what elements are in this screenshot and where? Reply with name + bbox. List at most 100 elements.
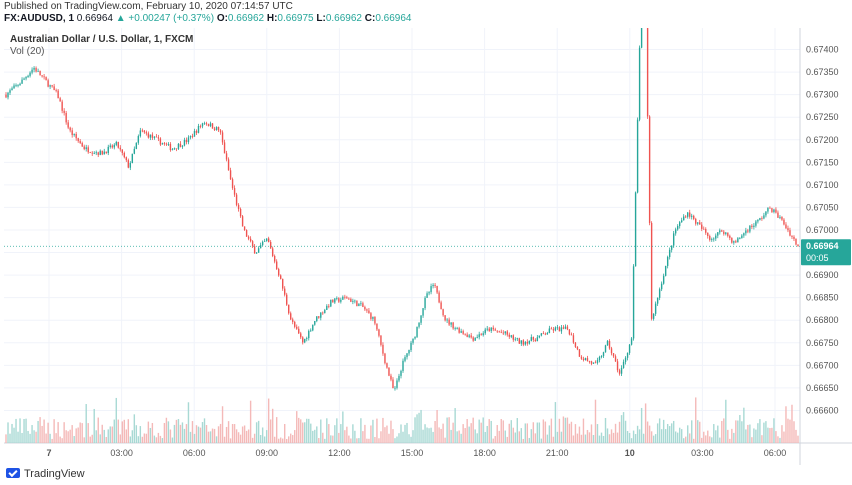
candle-body: [737, 238, 739, 243]
volume-bar: [91, 434, 93, 443]
candle-body: [654, 303, 657, 314]
volume-bar: [532, 422, 535, 443]
candle-body: [205, 123, 208, 125]
candle-body: [183, 139, 186, 146]
published-note: Published on TradingView.com, February 1…: [4, 1, 293, 12]
candle-body: [115, 141, 117, 145]
candle-body: [749, 225, 751, 232]
volume-bar: [476, 433, 478, 443]
candle-body: [735, 241, 737, 243]
candle-body: [538, 335, 541, 338]
volume-bar: [27, 430, 29, 443]
volume-bar: [249, 400, 252, 443]
candle-body: [99, 150, 101, 155]
volume-bar: [761, 435, 763, 443]
candle-body: [318, 316, 320, 318]
candle-body: [310, 330, 312, 332]
candle-body: [255, 252, 258, 254]
volume-bar: [745, 429, 747, 443]
volume-bar: [743, 407, 745, 443]
candle-body: [584, 358, 587, 361]
volume-bar: [438, 427, 440, 443]
y-tick-label: 0.66650: [806, 383, 839, 393]
x-tick-label: 10: [625, 448, 635, 458]
volume-bar: [81, 423, 83, 443]
candle-body: [512, 335, 514, 340]
chart-area[interactable]: 0.67400 0.67350 0.67300 0.67250 0.67200 0.671…: [4, 0, 852, 465]
candle-body: [398, 375, 400, 381]
candle-body: [316, 316, 318, 322]
volume-bar: [171, 437, 174, 443]
volume-bar: [763, 422, 765, 443]
volume-bar: [161, 438, 164, 443]
volume-bar: [101, 424, 103, 443]
candle-body: [570, 334, 573, 336]
candle-body: [121, 149, 123, 153]
volume-bar: [380, 431, 382, 443]
candle-body: [368, 310, 370, 314]
volume-bar: [261, 427, 264, 443]
candle-body: [215, 127, 218, 130]
volume-bar: [235, 429, 238, 443]
candle-body: [428, 292, 430, 294]
volume-bar: [432, 431, 434, 443]
volume-bar: [494, 436, 496, 443]
volume-bar: [107, 429, 109, 443]
candle-body: [789, 230, 791, 236]
volume-bar: [308, 418, 310, 443]
volume-bar: [652, 435, 655, 443]
candle-body: [747, 230, 749, 232]
volume-bar: [13, 427, 15, 443]
volume-bar: [340, 424, 342, 443]
volume-bar: [530, 429, 533, 443]
volume-bar: [259, 435, 262, 443]
candle-body: [25, 77, 27, 79]
volume-bar: [271, 408, 274, 443]
volume-bar: [442, 423, 444, 443]
volume-bar: [167, 421, 170, 443]
volume-bar: [241, 426, 244, 443]
candle-body: [169, 144, 172, 151]
candle-body: [15, 85, 17, 86]
volume-bar: [418, 412, 420, 443]
volume-bar: [562, 416, 565, 443]
price-chart[interactable]: 0.67400 0.67350 0.67300 0.67250 0.67200 0.671…: [4, 0, 852, 465]
volume-bar: [470, 423, 472, 443]
candle-body: [705, 229, 707, 233]
candle-body: [480, 334, 482, 336]
candle-body: [239, 208, 242, 217]
candle-body: [717, 232, 719, 236]
candle-body: [320, 312, 322, 318]
volume-bar: [759, 419, 761, 443]
volume-bar: [155, 437, 158, 443]
volume-bar: [638, 429, 641, 443]
candle-body: [434, 284, 436, 286]
volume-bar: [526, 423, 529, 443]
candle-body: [795, 238, 797, 245]
volume-bar: [151, 423, 154, 443]
volume-bar: [191, 421, 194, 443]
candle-body: [600, 356, 603, 357]
tradingview-logo[interactable]: TradingView: [6, 468, 85, 480]
candle-body: [49, 85, 51, 87]
volume-bar: [177, 419, 180, 443]
candle-body: [652, 313, 655, 319]
volume-bar: [77, 427, 79, 443]
candle-body: [618, 370, 621, 374]
volume-bar: [490, 420, 492, 443]
volume-bar: [783, 431, 785, 443]
candle-body: [235, 194, 238, 205]
y-tick-label: 0.66900: [806, 270, 839, 280]
candle-body: [294, 321, 296, 327]
candle-body: [715, 235, 717, 239]
candle-body: [358, 303, 360, 307]
candle-body: [279, 275, 282, 279]
y-tick-label: 0.67250: [806, 112, 839, 122]
candle-body: [155, 136, 158, 138]
volume-bar: [689, 433, 691, 443]
volume-bar: [426, 427, 428, 443]
symbol-label[interactable]: FX:AUDUSD, 1: [4, 13, 75, 24]
candle-body: [520, 340, 523, 344]
candle-body: [53, 86, 55, 91]
volume-bar: [512, 427, 514, 443]
